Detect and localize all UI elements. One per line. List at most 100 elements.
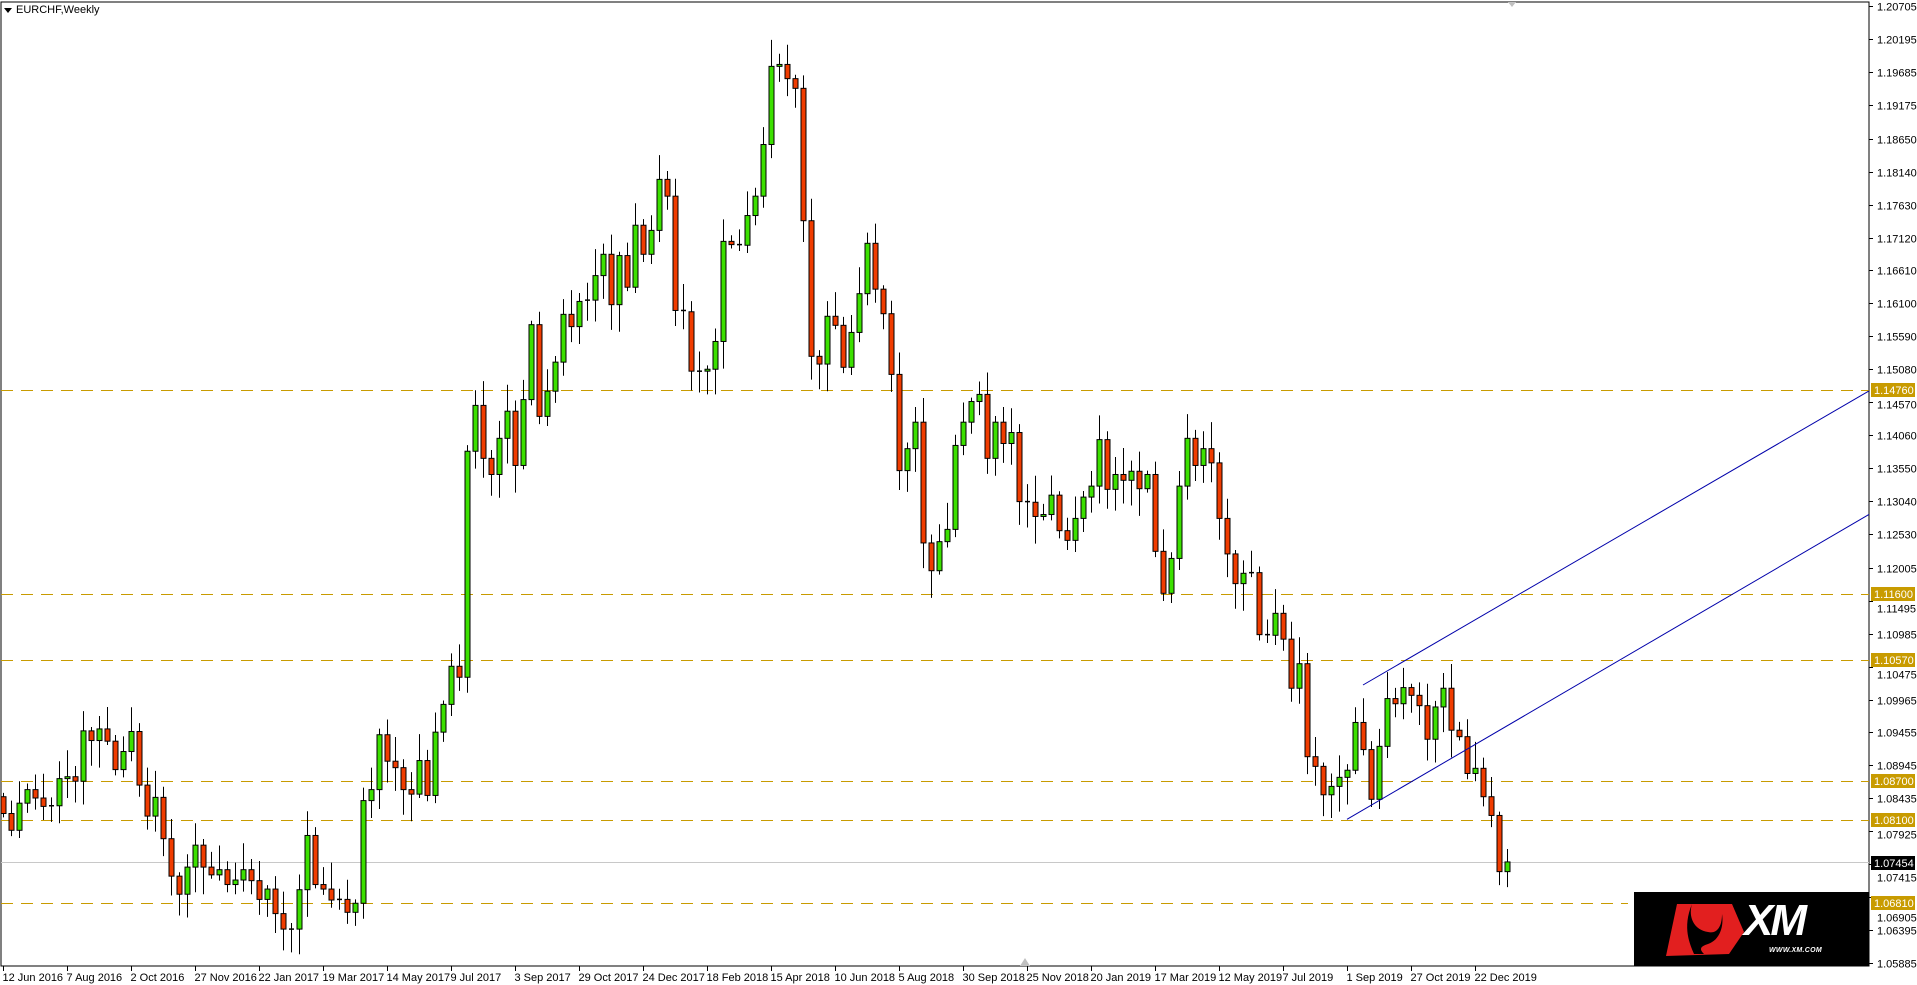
time-tick-label: 15 Apr 2018 (771, 972, 830, 984)
candle (432, 712, 439, 804)
candle-body-bear (880, 288, 887, 315)
candle (56, 761, 63, 824)
candle (312, 827, 319, 889)
candle (1488, 777, 1495, 828)
candle-body-bull (936, 541, 943, 572)
candle (168, 818, 175, 896)
candle-body-bull (1272, 612, 1279, 636)
candle (408, 772, 415, 822)
candle-body-bull (504, 410, 511, 439)
candle (1448, 664, 1455, 758)
candle-body-bull (184, 866, 191, 895)
candle (776, 53, 783, 82)
candle (824, 301, 831, 392)
candle-body-bull (632, 224, 639, 288)
candle (416, 734, 423, 799)
candle-body-bear (1496, 814, 1503, 873)
candle-body-bull (776, 63, 783, 67)
candle-body-bear (400, 767, 407, 791)
price-tick-label: 1.06395 (1877, 926, 1917, 938)
candle (112, 735, 119, 776)
candle-body-bear (1016, 432, 1023, 503)
candle-body-bull (1128, 470, 1135, 481)
candle-body-bear (1256, 572, 1263, 636)
candle-body-bear (688, 311, 695, 372)
candle-body-bear (256, 880, 263, 900)
candle-body-bull (264, 888, 271, 900)
level-price-label: 1.10570 (1874, 655, 1914, 667)
candle-body-bull (1168, 557, 1175, 594)
candle-body-bear (320, 884, 327, 890)
candle (832, 292, 839, 330)
candle-body-bull (80, 730, 87, 782)
candle-body-bull (760, 144, 767, 197)
channel-line (1362, 390, 1870, 686)
candle (856, 267, 863, 343)
candle (464, 445, 471, 693)
candle (744, 191, 751, 253)
candle (1249, 550, 1254, 578)
candle (1048, 475, 1055, 521)
time-tick-label: 12 May 2019 (1219, 972, 1283, 984)
candle-body-bear (104, 728, 111, 742)
candle-body-bull (704, 368, 711, 372)
trend-channel (1346, 390, 1870, 820)
dropdown-triangle-icon[interactable] (4, 7, 12, 13)
candle-body-bull (240, 869, 247, 881)
current-price-label: 1.07454 (1874, 858, 1914, 870)
candle (1192, 429, 1199, 481)
candle (192, 823, 199, 893)
candle (944, 502, 951, 548)
candle (32, 774, 39, 810)
time-tick-label: 30 Sep 2018 (963, 972, 1025, 984)
price-tick-label: 1.17630 (1877, 201, 1917, 213)
candle (616, 251, 623, 332)
candle (480, 381, 487, 478)
candle-body-bull (976, 393, 983, 403)
candle-body-bull (848, 331, 855, 368)
candle-body-bull (560, 313, 567, 363)
candle-body-bull (1040, 514, 1047, 517)
candle (392, 736, 399, 791)
candle (1160, 529, 1167, 602)
candle-body-bull (360, 800, 367, 904)
candle (160, 786, 167, 857)
candle-body-bear (728, 240, 735, 246)
price-tick-label: 1.16610 (1877, 266, 1917, 278)
candle (952, 434, 959, 538)
candle-body-bull (232, 879, 239, 886)
xm-logo: XM WWW.XM.COM (1634, 892, 1869, 966)
candle-body-bull (528, 324, 535, 401)
candle-body-bull (192, 844, 199, 868)
candle (800, 75, 807, 243)
chart-shift-marker-icon[interactable] (1508, 2, 1516, 7)
candle (752, 187, 759, 226)
candle (400, 759, 407, 815)
candle-body-bear (144, 784, 151, 817)
candle (864, 232, 871, 306)
candle (1144, 470, 1151, 493)
scroll-marker-icon[interactable] (1020, 958, 1030, 966)
chart-title[interactable]: EURCHF,Weekly (4, 4, 100, 16)
candle (920, 397, 927, 569)
time-tick-label: 2 Oct 2016 (131, 972, 185, 984)
candle-body-bear (1488, 796, 1495, 816)
candle (1368, 741, 1375, 808)
candle (904, 442, 911, 492)
candle-body-bear (248, 869, 255, 882)
candle-body-bear (1208, 448, 1215, 464)
candles (0, 39, 1511, 955)
candle (1432, 700, 1439, 763)
candle (544, 369, 551, 427)
time-tick-label: 1 Sep 2019 (1347, 972, 1403, 984)
candle (968, 397, 975, 434)
candle (840, 316, 847, 374)
candle-body-bear (1416, 694, 1423, 707)
candle (1072, 496, 1079, 552)
candle (872, 223, 879, 303)
candle-body-bear (1288, 638, 1295, 689)
candle-body-bear (312, 834, 319, 886)
price-tick-label: 1.08945 (1877, 761, 1917, 773)
level-price-label: 1.08700 (1874, 776, 1914, 788)
